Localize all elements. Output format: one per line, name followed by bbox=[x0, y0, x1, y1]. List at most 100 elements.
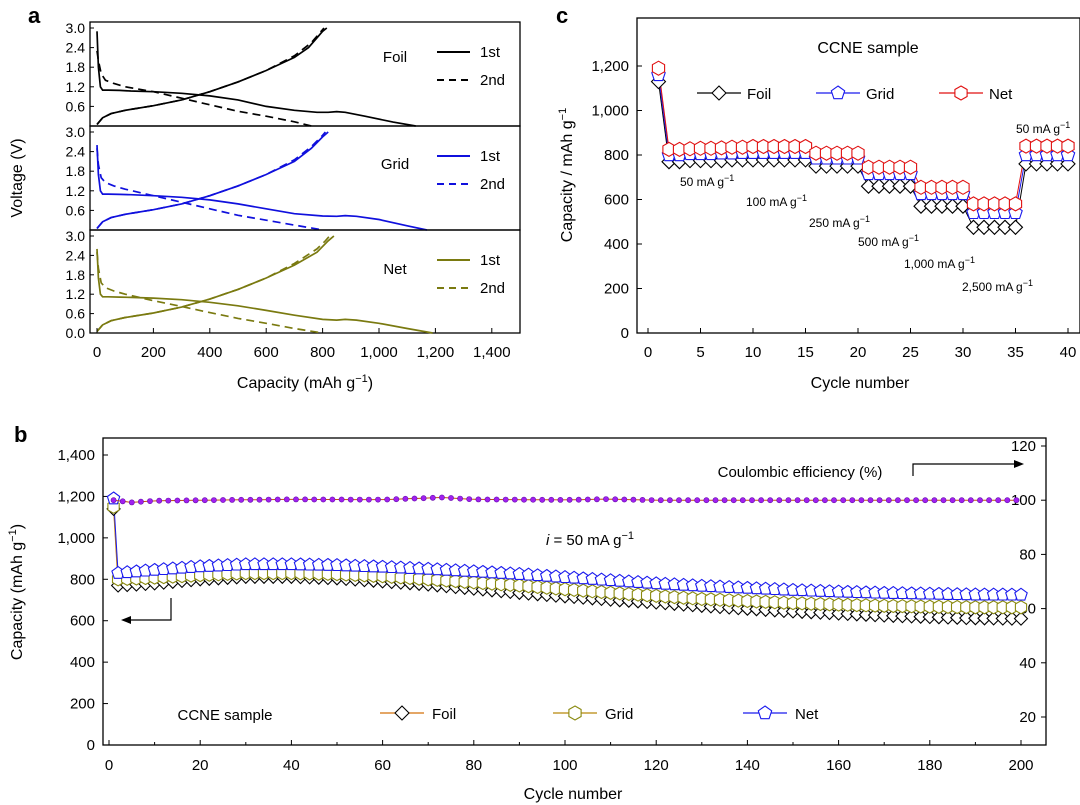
ce-point bbox=[758, 497, 764, 504]
ce-point bbox=[210, 497, 217, 503]
legend-label-foil: Foil bbox=[747, 86, 771, 103]
rate-label-main: 250 mA g bbox=[809, 216, 860, 230]
x-tick-label: 1,400 bbox=[473, 344, 511, 361]
rate-label-sup: −1 bbox=[1023, 278, 1033, 288]
legend-marker-net bbox=[954, 85, 968, 101]
ce-point bbox=[484, 496, 491, 503]
ce-point bbox=[785, 497, 792, 504]
point-foil bbox=[997, 219, 1013, 236]
ce-point bbox=[566, 496, 573, 503]
ce-point bbox=[147, 498, 153, 504]
y-tick-label: 1.2 bbox=[66, 286, 86, 302]
panel-a-xlabel-sup: −1 bbox=[355, 373, 368, 385]
x-tick-label: 80 bbox=[465, 757, 482, 774]
ce-point bbox=[384, 496, 391, 503]
ce-point bbox=[311, 496, 318, 503]
y-tick-label: 1.8 bbox=[66, 59, 86, 75]
ce-point bbox=[940, 497, 947, 504]
y-tick-label: 400 bbox=[70, 654, 95, 671]
y-tick-label: 1.2 bbox=[66, 183, 86, 199]
ce-point bbox=[822, 497, 828, 504]
panel-c-xlabel: Cycle number bbox=[811, 375, 910, 392]
ce-point bbox=[913, 497, 919, 504]
ce-point bbox=[986, 497, 992, 504]
point-net bbox=[903, 159, 918, 175]
ce-point bbox=[238, 496, 245, 503]
ce-point bbox=[831, 497, 837, 504]
rate-label: 250 mA g−1 bbox=[809, 214, 870, 230]
y2-tick-label: 120 bbox=[1011, 438, 1036, 455]
ce-point bbox=[530, 496, 536, 503]
ce-point bbox=[603, 496, 609, 502]
point-foil bbox=[881, 178, 898, 194]
x-tick-label: 40 bbox=[1060, 344, 1077, 361]
ce-point bbox=[283, 496, 290, 503]
rate-label: 50 mA g−1 bbox=[680, 173, 734, 189]
rate-label-sup: −1 bbox=[965, 255, 975, 265]
y-tick-label: 2.4 bbox=[66, 144, 86, 160]
ce-point bbox=[849, 497, 856, 504]
ce-point bbox=[502, 496, 509, 503]
ce-point bbox=[712, 497, 719, 504]
ce-point bbox=[803, 497, 810, 504]
x-tick-label: 100 bbox=[552, 757, 577, 774]
point-foil bbox=[831, 606, 846, 621]
ce-point bbox=[739, 497, 746, 504]
point-foil bbox=[867, 607, 883, 623]
ce-point bbox=[393, 496, 400, 503]
ce-point bbox=[174, 497, 181, 504]
point-foil bbox=[840, 606, 855, 622]
curve-grid-2nd-discharge bbox=[96, 148, 323, 231]
ce-point bbox=[165, 497, 172, 504]
x-tick-label: 200 bbox=[1008, 757, 1033, 774]
y2-tick-label: 20 bbox=[1019, 709, 1036, 726]
legend-label-grid: Grid bbox=[866, 86, 894, 103]
rate-label: 100 mA g−1 bbox=[746, 193, 807, 209]
ce-line bbox=[113, 496, 1017, 503]
panel-b-ylabel: Capacity (mAh g−1) bbox=[7, 524, 26, 660]
ce-point bbox=[895, 497, 901, 504]
legend-label-net: Net bbox=[795, 706, 819, 723]
legend-label-2nd: 2nd bbox=[480, 176, 505, 193]
ce-point bbox=[548, 496, 555, 503]
ce-point bbox=[584, 496, 591, 503]
ce-point bbox=[1013, 497, 1020, 504]
point-grid bbox=[1014, 600, 1028, 615]
panel-c-label: c bbox=[556, 3, 568, 28]
y-tick-label: 600 bbox=[604, 192, 629, 209]
ce-point bbox=[420, 495, 427, 502]
curve-net-2nd-discharge bbox=[96, 252, 323, 334]
x-tick-label: 140 bbox=[735, 757, 760, 774]
x-tick-label: 10 bbox=[745, 344, 762, 361]
y-tick-label: 1,400 bbox=[57, 447, 95, 464]
curve-foil-2nd-charge bbox=[96, 27, 325, 125]
panel-a-xlabel-main: Capacity (mAh g bbox=[237, 375, 355, 392]
curve-net-1st-discharge bbox=[96, 248, 433, 334]
ce-point bbox=[876, 497, 883, 504]
y-tick-label: 0.0 bbox=[66, 325, 86, 341]
ce-point bbox=[749, 497, 755, 504]
point-foil bbox=[986, 219, 1003, 236]
ce-point bbox=[648, 497, 655, 503]
rate-label-sup: −1 bbox=[797, 193, 807, 203]
y-tick-label: 400 bbox=[604, 236, 629, 253]
panel-b-ylabel-sup: −1 bbox=[7, 529, 19, 542]
ce-point bbox=[967, 497, 974, 504]
ce-point bbox=[448, 495, 454, 501]
x-tick-label: 5 bbox=[696, 344, 704, 361]
x-tick-label: 15 bbox=[797, 344, 814, 361]
ce-point bbox=[375, 496, 381, 503]
x-tick-label: 20 bbox=[192, 757, 209, 774]
ce-point bbox=[466, 496, 473, 502]
point-net bbox=[1014, 587, 1028, 601]
point-foil bbox=[822, 605, 837, 621]
legend-label-1st: 1st bbox=[480, 148, 501, 165]
panel-a-xlabel: Capacity (mAh g−1) bbox=[237, 373, 373, 392]
y-tick-label: 1,000 bbox=[57, 530, 95, 547]
ce-point bbox=[329, 496, 336, 503]
y-tick-label: 3.0 bbox=[66, 20, 86, 36]
x-tick-label: 200 bbox=[141, 344, 166, 361]
point-foil bbox=[849, 607, 865, 622]
ce-point bbox=[995, 497, 1002, 504]
